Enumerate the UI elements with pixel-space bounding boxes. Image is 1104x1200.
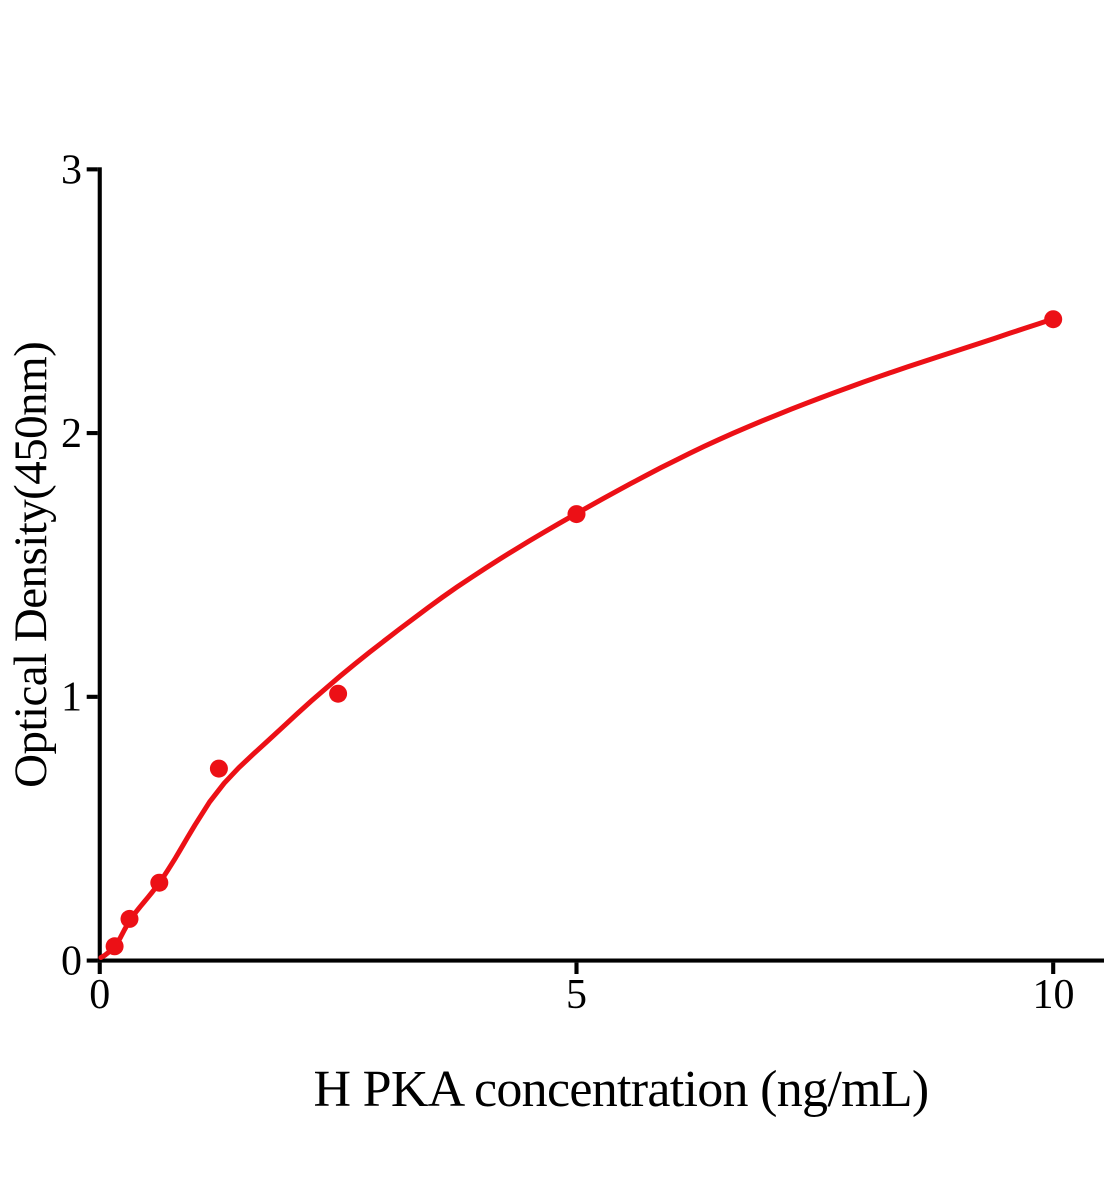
svg-text:10: 10 [1033,972,1075,1018]
svg-text:3: 3 [61,147,82,193]
svg-text:Optical Density(450nm): Optical Density(450nm) [5,342,57,788]
svg-text:0: 0 [61,938,82,984]
svg-text:H PKA concentration (ng/mL): H PKA concentration (ng/mL) [313,1061,928,1118]
svg-text:5: 5 [566,972,587,1018]
svg-text:1: 1 [61,675,82,721]
svg-text:0: 0 [89,972,110,1018]
svg-text:2: 2 [61,411,82,457]
